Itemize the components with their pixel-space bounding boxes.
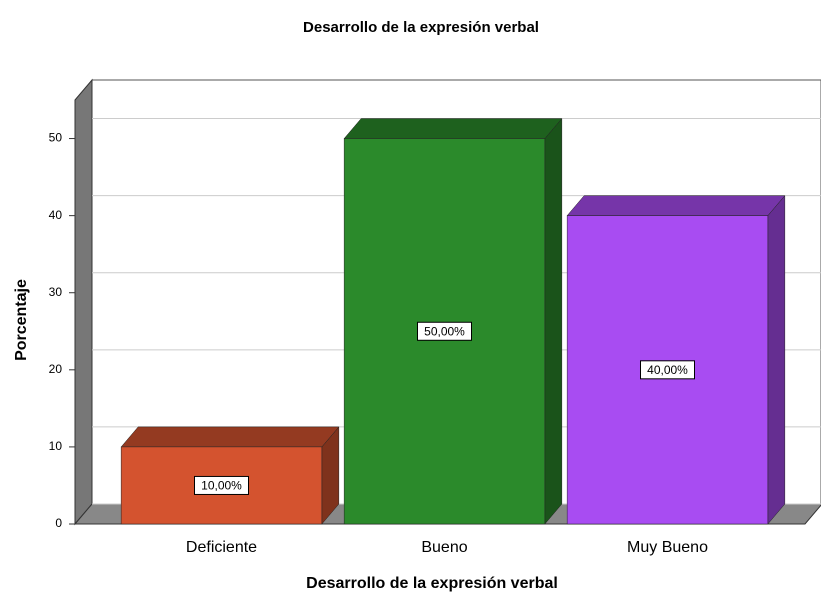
chart-title: Desarrollo de la expresión verbal — [303, 19, 539, 36]
y-tick-label: 20 — [49, 362, 63, 376]
left-wall — [74, 78, 93, 526]
bar-side — [767, 194, 786, 525]
y-axis-title: Porcentaje — [13, 279, 30, 361]
value-label: 10,00% — [201, 479, 242, 493]
bar-top — [343, 118, 563, 139]
value-label-box — [640, 360, 695, 380]
x-tick-label: Deficiente — [186, 539, 257, 556]
value-label: 50,00% — [424, 324, 465, 338]
x-tick-label: Muy Bueno — [627, 539, 708, 556]
y-tick-label: 50 — [49, 131, 63, 145]
bar-side — [544, 117, 563, 525]
value-label-box — [417, 321, 472, 341]
y-tick-label: 0 — [55, 516, 62, 530]
x-axis-title: Desarrollo de la expresión verbal — [306, 575, 558, 592]
y-tick-label: 40 — [49, 208, 63, 222]
y-tick-label: 30 — [49, 285, 63, 299]
bar-top — [566, 195, 786, 216]
bar-top — [120, 426, 340, 448]
x-tick-label: Bueno — [421, 539, 467, 556]
y-tick-label: 10 — [49, 439, 63, 453]
value-label-box — [194, 475, 249, 495]
value-label: 40,00% — [647, 363, 688, 377]
